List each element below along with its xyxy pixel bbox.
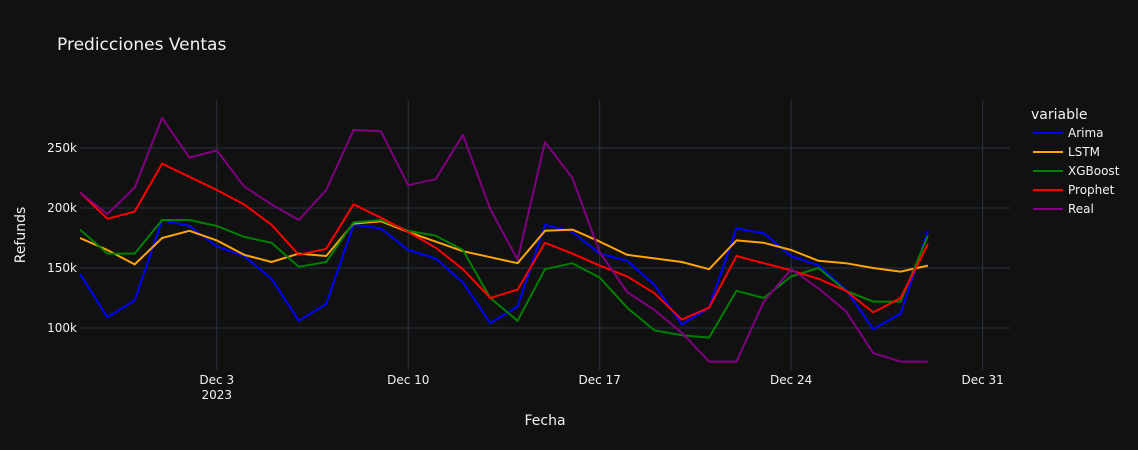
y-axis-ticks: 100k 150k 200k 250k bbox=[47, 141, 77, 335]
x-tick-label: Dec 17 bbox=[579, 373, 621, 387]
legend-title: variable bbox=[1031, 107, 1087, 123]
x-tick-label: Dec 3 bbox=[199, 373, 234, 387]
x-tick-label: Dec 31 bbox=[961, 373, 1003, 387]
x-axis-label: Fecha bbox=[524, 413, 565, 429]
y-tick-label: 250k bbox=[47, 141, 77, 155]
legend-item-xgboost[interactable]: XGBoost bbox=[1068, 164, 1120, 178]
y-axis-label: Refunds bbox=[13, 207, 29, 264]
series-line-lstm bbox=[80, 220, 929, 273]
series-line-arima bbox=[80, 219, 929, 331]
y-tick-label: 200k bbox=[47, 201, 77, 215]
legend-item-prophet[interactable]: Prophet bbox=[1068, 183, 1115, 197]
grid bbox=[80, 100, 1010, 370]
legend-item-lstm[interactable]: LSTM bbox=[1068, 145, 1100, 159]
x-tick-label: Dec 10 bbox=[387, 373, 429, 387]
series-line-xgboost bbox=[80, 219, 929, 339]
legend: variable Arima LSTM XGBoost Prophet Real bbox=[1031, 107, 1120, 216]
chart-title: Predicciones Ventas bbox=[57, 35, 226, 55]
legend-item-real[interactable]: Real bbox=[1068, 202, 1094, 216]
series-line-real bbox=[80, 117, 928, 363]
x-tick-label: Dec 24 bbox=[770, 373, 812, 387]
series-line-prophet bbox=[80, 162, 929, 321]
legend-item-arima[interactable]: Arima bbox=[1068, 126, 1104, 140]
y-tick-label: 150k bbox=[47, 261, 77, 275]
y-tick-label: 100k bbox=[47, 321, 77, 335]
x-tick-sublabel: 2023 bbox=[201, 388, 232, 402]
series-lines bbox=[80, 117, 929, 363]
